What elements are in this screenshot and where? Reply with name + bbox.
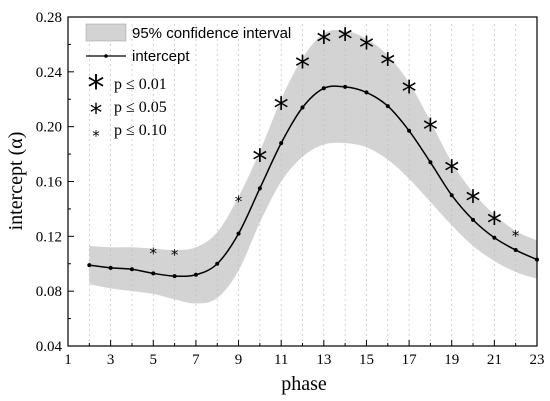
x-tick-label: 9	[235, 352, 243, 368]
axes: 1 3 5 7 9 11 13 15 17 19 21 230.040.080.120.160.200…	[36, 10, 545, 368]
x-tick-label: 3	[107, 352, 115, 368]
y-tick-label: 0.04	[36, 339, 63, 355]
confidence-band-layer	[89, 29, 537, 304]
significance-star-p01: *	[338, 23, 353, 58]
intercept-point	[428, 160, 433, 165]
intercept-point	[151, 271, 156, 276]
significance-markers: * ****** * * ****** *	[150, 23, 520, 264]
significance-star-p01: *	[274, 91, 289, 126]
x-tick-label: 17	[402, 352, 418, 368]
y-tick-label: 0.28	[36, 10, 62, 26]
intercept-point	[492, 235, 497, 240]
intercept-point	[449, 193, 454, 198]
x-tick-label: 21	[487, 352, 502, 368]
intercept-point	[279, 141, 284, 146]
significance-star-p01: *	[487, 206, 502, 241]
intercept-point	[172, 274, 177, 279]
intercept-point	[364, 90, 369, 95]
significance-star-p10: *	[512, 227, 520, 245]
y-tick-label: 0.24	[36, 65, 63, 81]
x-tick-label: 13	[316, 352, 331, 368]
x-tick-label: 19	[444, 352, 459, 368]
x-tick-label: 5	[150, 352, 158, 368]
confidence-band	[89, 29, 537, 304]
intercept-point	[300, 105, 305, 110]
intercept-point	[129, 267, 134, 272]
y-tick-label: 0.12	[36, 229, 62, 245]
legend-line-label: intercept	[132, 48, 190, 65]
significance-star-p01: *	[316, 25, 331, 60]
intercept-point	[513, 248, 518, 253]
intercept-line-layer	[87, 84, 539, 279]
legend-band-label: 95% confidence interval	[132, 25, 291, 42]
significance-star-p10: *	[235, 193, 243, 211]
x-tick-label: 23	[530, 352, 545, 368]
intercept-point	[407, 128, 412, 133]
significance-star-p10: *	[150, 245, 158, 263]
x-tick-label: 11	[274, 352, 288, 368]
significance-star-p10: *	[171, 246, 179, 264]
intercept-point	[215, 261, 220, 266]
significance-star-p01: *	[466, 184, 481, 219]
legend-star-p10: *	[92, 127, 100, 145]
significance-star-p01: *	[444, 154, 459, 189]
legend: 95% confidence interval intercept * p ≤ …	[85, 23, 291, 145]
significance-star-p01: *	[359, 31, 374, 66]
x-axis-title: phase	[281, 373, 327, 395]
intercept-line	[89, 85, 538, 278]
x-tick-label: 7	[192, 352, 200, 368]
intercept-point	[257, 186, 262, 191]
x-tick-label: 15	[359, 352, 374, 368]
intercept-point	[87, 263, 92, 268]
intercept-point	[343, 84, 348, 89]
significance-star-p01: *	[252, 143, 267, 178]
significance-star-p01: *	[380, 47, 395, 82]
intercept-point	[108, 265, 113, 270]
intercept-point	[471, 217, 476, 222]
intercept-point	[385, 104, 390, 109]
intercept-point	[321, 86, 326, 91]
y-tick-label: 0.16	[36, 175, 63, 191]
significance-star-p01: *	[423, 113, 438, 148]
intercept-point	[236, 231, 241, 236]
legend-star-p01: *	[88, 68, 105, 108]
intercept-point	[193, 272, 198, 277]
significance-star-p01: *	[295, 50, 310, 85]
vertical-grid	[88, 21, 538, 346]
legend-band-swatch	[85, 23, 127, 42]
legend-p01-label: p ≤ 0.01	[114, 76, 167, 93]
y-tick-label: 0.08	[36, 284, 62, 300]
y-tick-label: 0.20	[36, 120, 62, 136]
legend-star-p05: *	[90, 98, 103, 127]
legend-p10-label: p ≤ 0.10	[114, 122, 167, 139]
legend-line-marker	[104, 54, 108, 58]
y-axis-title: intercept (α)	[5, 132, 27, 231]
x-tick-label: 1	[64, 352, 72, 368]
significance-star-p01: *	[402, 75, 417, 110]
legend-p05-label: p ≤ 0.05	[114, 99, 167, 116]
